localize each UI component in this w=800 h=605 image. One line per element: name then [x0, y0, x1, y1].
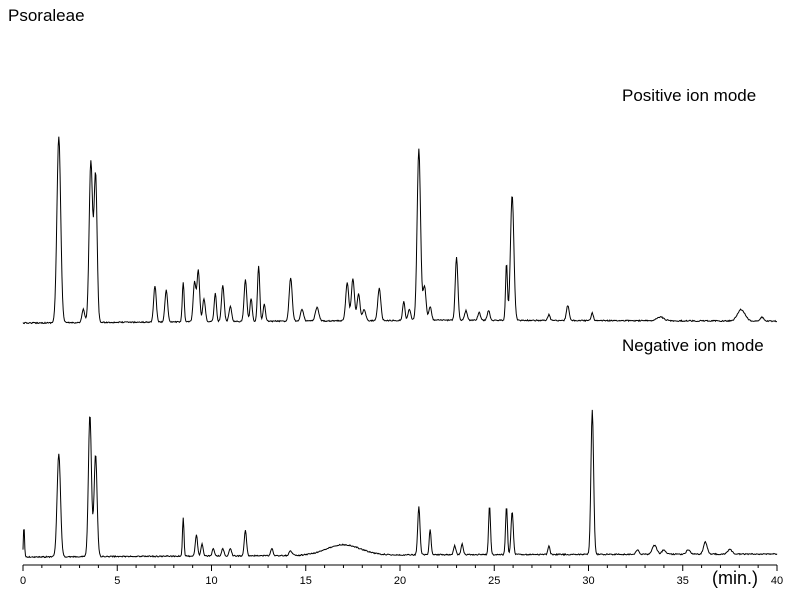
x-tick-label-15: 15 [300, 575, 312, 587]
figure-title: Psoraleae [8, 6, 85, 25]
series-line-positive [22, 136, 778, 325]
x-tick-label-40: 40 [771, 575, 783, 587]
x-tick-label-35: 35 [677, 575, 689, 587]
x-tick-label-20: 20 [394, 575, 406, 587]
x-axis-unit-label: (min.) [712, 568, 758, 588]
x-tick-label-5: 5 [114, 575, 120, 587]
x-tick-label-30: 30 [582, 575, 594, 587]
x-tick-label-0: 0 [20, 575, 26, 587]
series-label-negative: Negative ion mode [622, 336, 764, 355]
series-line-negative [22, 409, 778, 559]
x-tick-label-10: 10 [205, 575, 217, 587]
x-tick-label-25: 25 [488, 575, 500, 587]
series-label-positive: Positive ion mode [622, 86, 757, 105]
